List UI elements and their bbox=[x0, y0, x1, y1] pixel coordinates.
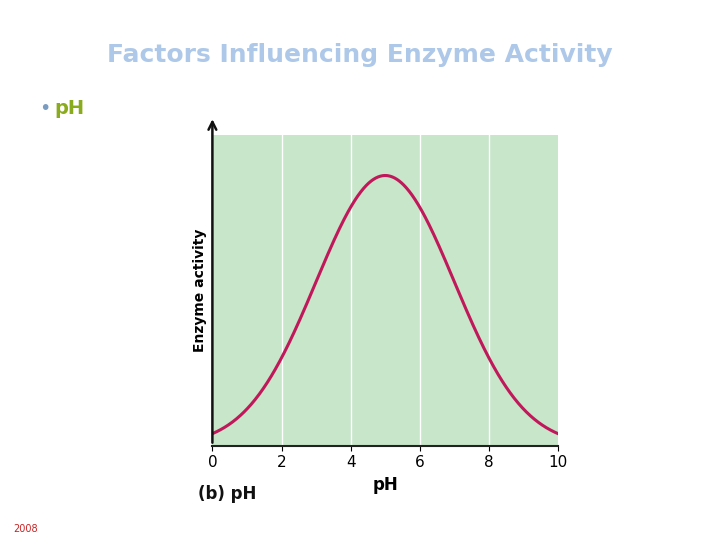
Text: •: • bbox=[40, 98, 51, 118]
Text: pH: pH bbox=[54, 98, 84, 118]
Text: 2008: 2008 bbox=[13, 524, 37, 534]
Y-axis label: Enzyme activity: Enzyme activity bbox=[193, 228, 207, 352]
X-axis label: pH: pH bbox=[372, 476, 398, 494]
Text: Factors Influencing Enzyme Activity: Factors Influencing Enzyme Activity bbox=[107, 43, 613, 66]
Text: (b) pH: (b) pH bbox=[198, 485, 256, 503]
